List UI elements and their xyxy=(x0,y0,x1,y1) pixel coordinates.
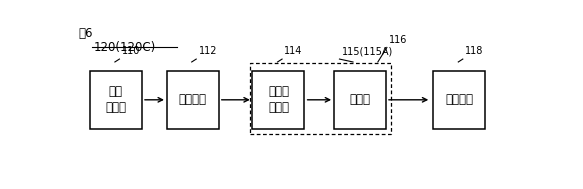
Text: 周波数
分析部: 周波数 分析部 xyxy=(268,85,289,114)
Text: 振動
センサ: 振動 センサ xyxy=(106,85,127,114)
Bar xyxy=(90,71,142,129)
Text: フィルタ: フィルタ xyxy=(178,93,206,106)
Bar xyxy=(251,63,391,134)
Bar xyxy=(433,71,485,129)
Text: 110: 110 xyxy=(122,46,140,56)
Text: 112: 112 xyxy=(198,46,217,56)
Text: 120(120C): 120(120C) xyxy=(93,41,156,54)
Text: 116: 116 xyxy=(389,35,408,45)
Text: 115(115A): 115(115A) xyxy=(342,46,393,56)
Text: 118: 118 xyxy=(465,46,483,56)
Bar xyxy=(334,71,386,129)
Bar xyxy=(252,71,304,129)
Text: 診断部: 診断部 xyxy=(349,93,370,106)
Text: 114: 114 xyxy=(285,46,303,56)
Text: 通信装置: 通信装置 xyxy=(445,93,473,106)
Bar xyxy=(167,71,219,129)
Text: 図6: 図6 xyxy=(78,27,93,40)
